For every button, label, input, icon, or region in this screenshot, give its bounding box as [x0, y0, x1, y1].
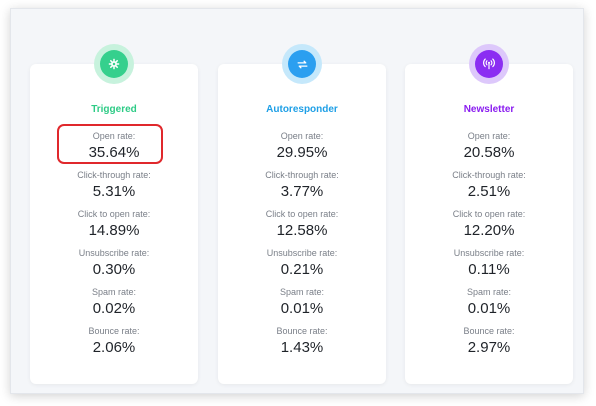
metric-value: 2.97%: [467, 339, 511, 356]
metric-label: Open rate:: [92, 131, 136, 141]
metric-value: 0.30%: [92, 261, 136, 278]
metric-label: Bounce rate:: [88, 326, 140, 336]
open-rate-highlight: [57, 124, 163, 164]
card-newsletter: Newsletter Open rate: 20.58% Click-throu…: [405, 64, 573, 384]
metric-label: Open rate:: [467, 131, 511, 141]
metric-label: Bounce rate:: [463, 326, 515, 336]
metric-spam-rate: Spam rate: 0.01%: [405, 286, 573, 319]
metric-bounce-rate: Bounce rate: 2.06%: [30, 325, 198, 358]
metric-label: Bounce rate:: [276, 326, 328, 336]
card-title: Newsletter: [463, 104, 515, 115]
metric-label: Spam rate:: [279, 287, 325, 297]
metric-open-rate: Open rate: 20.58%: [405, 130, 573, 163]
metric-value: 3.77%: [280, 183, 324, 200]
metric-value: 0.01%: [467, 300, 511, 317]
metric-open-rate: Open rate: 29.95%: [218, 130, 386, 163]
metric-click-through-rate: Click-through rate: 2.51%: [405, 169, 573, 202]
metric-value: 1.43%: [280, 339, 324, 356]
metric-click-to-open-rate: Click to open rate: 12.58%: [218, 208, 386, 241]
card-triggered: Triggered Open rate: 35.64% Click-throug…: [30, 64, 198, 384]
metric-bounce-rate: Bounce rate: 2.97%: [405, 325, 573, 358]
metric-click-to-open-rate: Click to open rate: 14.89%: [30, 208, 198, 241]
metric-label: Unsubscribe rate:: [266, 248, 338, 258]
metric-label: Click-through rate:: [265, 170, 339, 180]
metric-value: 2.06%: [92, 339, 136, 356]
metric-open-rate: Open rate: 35.64%: [30, 130, 198, 163]
metric-unsubscribe-rate: Unsubscribe rate: 0.11%: [405, 247, 573, 280]
metric-label: Open rate:: [280, 131, 324, 141]
metric-label: Spam rate:: [91, 287, 137, 297]
triggered-badge: [94, 44, 134, 84]
metric-value: 0.01%: [280, 300, 324, 317]
metric-value: 2.51%: [467, 183, 511, 200]
metric-spam-rate: Spam rate: 0.02%: [30, 286, 198, 319]
metric-value: 35.64%: [88, 144, 140, 161]
card-autoresponder: Autoresponder Open rate: 29.95% Click-th…: [218, 64, 386, 384]
metric-label: Unsubscribe rate:: [453, 248, 525, 258]
broadcast-icon: [483, 58, 495, 70]
repeat-arrows-icon: [297, 60, 307, 68]
metric-label: Click to open rate:: [77, 209, 151, 219]
metric-value: 0.11%: [468, 261, 510, 278]
card-title: Autoresponder: [266, 104, 338, 115]
metric-value: 20.58%: [463, 144, 515, 161]
metric-value: 29.95%: [276, 144, 328, 161]
autoresponder-badge: [282, 44, 322, 84]
metric-value: 12.20%: [463, 222, 515, 239]
gear-icon: [108, 58, 120, 70]
metric-value: 0.21%: [280, 261, 324, 278]
metric-click-through-rate: Click-through rate: 5.31%: [30, 169, 198, 202]
metric-value: 12.58%: [276, 222, 328, 239]
metric-value: 14.89%: [88, 222, 140, 239]
metric-label: Spam rate:: [466, 287, 512, 297]
metric-click-to-open-rate: Click to open rate: 12.20%: [405, 208, 573, 241]
metric-value: 0.02%: [92, 300, 136, 317]
metric-bounce-rate: Bounce rate: 1.43%: [218, 325, 386, 358]
metric-label: Click to open rate:: [452, 209, 526, 219]
metric-label: Click-through rate:: [452, 170, 526, 180]
metric-label: Unsubscribe rate:: [78, 248, 150, 258]
metric-click-through-rate: Click-through rate: 3.77%: [218, 169, 386, 202]
metric-unsubscribe-rate: Unsubscribe rate: 0.21%: [218, 247, 386, 280]
metric-spam-rate: Spam rate: 0.01%: [218, 286, 386, 319]
metric-label: Click-through rate:: [77, 170, 151, 180]
metric-value: 5.31%: [92, 183, 136, 200]
newsletter-badge: [469, 44, 509, 84]
card-title: Triggered: [91, 104, 137, 115]
metric-label: Click to open rate:: [265, 209, 339, 219]
metric-unsubscribe-rate: Unsubscribe rate: 0.30%: [30, 247, 198, 280]
